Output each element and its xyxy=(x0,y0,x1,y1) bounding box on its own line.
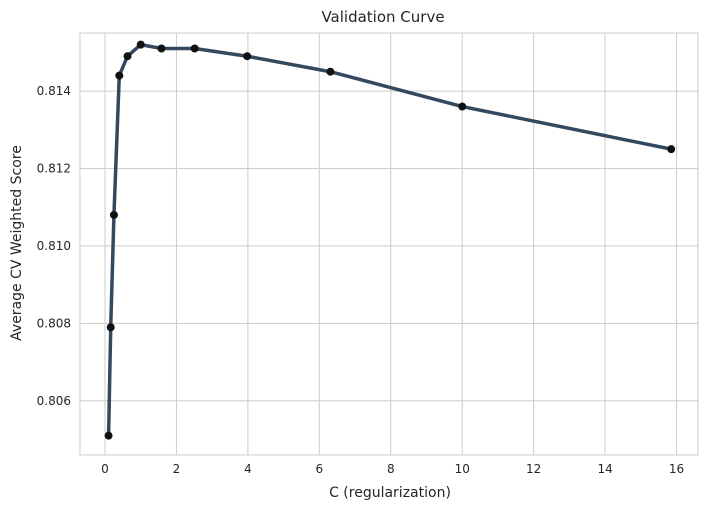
x-tick-label: 2 xyxy=(173,462,181,476)
data-point xyxy=(326,67,335,76)
data-point xyxy=(136,40,145,49)
x-tick-label: 8 xyxy=(387,462,395,476)
x-tick-label: 4 xyxy=(244,462,252,476)
x-tick-label: 16 xyxy=(669,462,684,476)
data-point xyxy=(115,71,124,80)
y-tick-labels: 0.806 0.808 0.810 0.812 0.814 xyxy=(37,84,71,408)
data-point xyxy=(104,431,113,440)
grid xyxy=(80,33,698,455)
y-tick-label: 0.806 xyxy=(37,394,71,408)
x-tick-labels: 0 2 4 6 8 10 12 14 16 xyxy=(101,462,684,476)
y-tick-label: 0.808 xyxy=(37,316,71,330)
series-group xyxy=(104,40,676,440)
data-point xyxy=(190,44,199,53)
data-point xyxy=(458,102,467,111)
data-point xyxy=(157,44,166,53)
chart-title: Validation Curve xyxy=(321,8,444,26)
data-point xyxy=(123,52,132,61)
y-axis-label: Average CV Weighted Score xyxy=(9,145,25,341)
x-tick-label: 14 xyxy=(597,462,612,476)
data-point xyxy=(109,210,118,219)
plot-area xyxy=(79,32,699,456)
x-tick-label: 10 xyxy=(455,462,470,476)
y-tick-label: 0.814 xyxy=(37,84,71,98)
x-tick-label: 0 xyxy=(101,462,109,476)
y-tick-label: 0.810 xyxy=(37,239,71,253)
x-axis-label: C (regularization) xyxy=(329,485,451,501)
series-line xyxy=(106,42,673,438)
data-point xyxy=(106,323,115,332)
data-point xyxy=(667,145,676,154)
y-tick-label: 0.812 xyxy=(37,162,71,176)
x-tick-label: 6 xyxy=(316,462,324,476)
data-point xyxy=(243,52,252,61)
x-tick-label: 12 xyxy=(526,462,541,476)
